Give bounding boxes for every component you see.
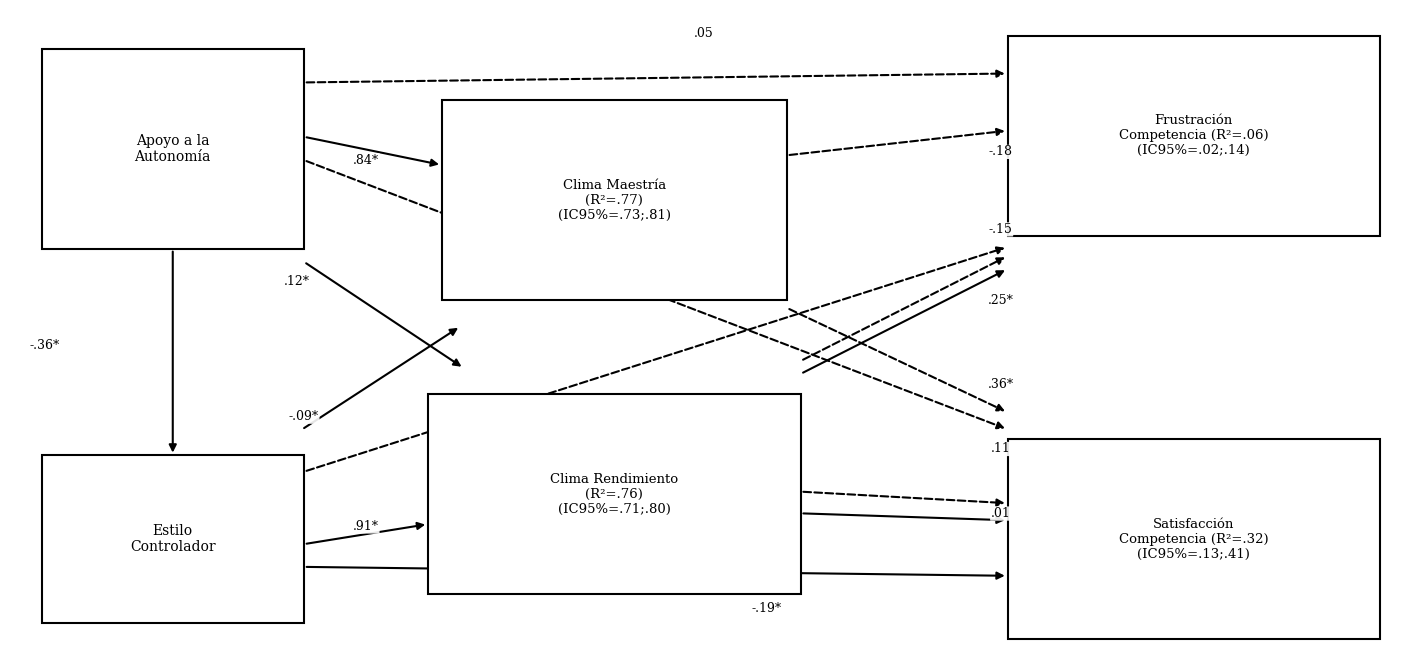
Text: Clima Rendimiento
(R²=.76)
(IC95%=.71;.80): Clima Rendimiento (R²=.76) (IC95%=.71;.8… [551,473,679,516]
FancyBboxPatch shape [442,100,787,301]
FancyBboxPatch shape [42,455,304,623]
Text: -.36*: -.36* [30,339,59,352]
Text: .01: .01 [991,507,1011,520]
Text: -.09*: -.09* [289,410,318,423]
Text: .36*: .36* [987,378,1014,391]
FancyBboxPatch shape [428,394,801,594]
Text: -.19*: -.19* [750,602,781,615]
Text: .12*: .12* [284,275,310,287]
Text: .11: .11 [991,442,1011,455]
Text: -.18: -.18 [988,146,1012,158]
Text: Clima Maestría
(R²=.77)
(IC95%=.73;.81): Clima Maestría (R²=.77) (IC95%=.73;.81) [558,179,670,222]
Text: .25*: .25* [988,294,1014,307]
FancyBboxPatch shape [1008,36,1380,236]
FancyBboxPatch shape [42,49,304,249]
Text: Apoyo a la
Autonomía: Apoyo a la Autonomía [135,134,211,164]
Text: .84*: .84* [353,154,379,167]
Text: Frustración
Competencia (R²=.06)
(IC95%=.02;.14): Frustración Competencia (R²=.06) (IC95%=… [1119,114,1269,158]
FancyBboxPatch shape [1008,440,1380,639]
Text: Estilo
Controlador: Estilo Controlador [130,525,215,554]
Text: -.15: -.15 [988,223,1012,236]
Text: Satisfacción
Competencia (R²=.32)
(IC95%=.13;.41): Satisfacción Competencia (R²=.32) (IC95%… [1119,518,1269,561]
Text: .91*: .91* [353,520,379,533]
Text: .05: .05 [694,27,714,40]
